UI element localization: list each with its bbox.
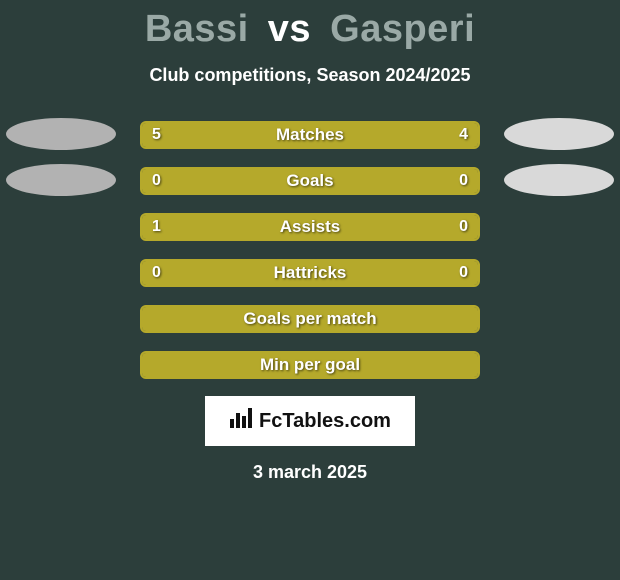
stat-bar: Goals per match — [140, 305, 480, 333]
stats-list: 54Matches 00Goals 10Assists 00Hattricks Goal… — [0, 114, 620, 390]
bar-fill-left — [142, 123, 330, 147]
bar-fill-left — [142, 169, 310, 193]
vs-text: vs — [268, 8, 311, 50]
bar-fill-right — [310, 261, 478, 285]
player1-name: Bassi — [145, 8, 249, 50]
stat-row: 54Matches — [0, 114, 620, 160]
stat-bar: 54Matches — [140, 121, 480, 149]
stat-row: 00Goals — [0, 160, 620, 206]
stat-bar: 10Assists — [140, 213, 480, 241]
watermark-text: FcTables.com — [259, 410, 391, 433]
date-text: 3 march 2025 — [0, 462, 620, 483]
bar-fill-left — [142, 307, 478, 331]
bar-fill-right — [310, 169, 478, 193]
bar-fill-right — [404, 215, 478, 239]
bar-fill-left — [142, 261, 310, 285]
bar-fill-right — [330, 123, 478, 147]
stat-bar: 00Hattricks — [140, 259, 480, 287]
page-title: Bassi vs Gasperi — [0, 8, 620, 51]
player1-marker — [6, 164, 116, 196]
comparison-card: Bassi vs Gasperi Club competitions, Seas… — [0, 0, 620, 483]
stat-row: 10Assists — [0, 206, 620, 252]
watermark: FcTables.com — [205, 396, 415, 446]
player1-marker — [6, 118, 116, 150]
player2-marker — [504, 164, 614, 196]
stat-bar: 00Goals — [140, 167, 480, 195]
stat-row: Goals per match — [0, 298, 620, 344]
player2-name: Gasperi — [330, 8, 475, 50]
player2-marker — [504, 118, 614, 150]
stat-row: Min per goal — [0, 344, 620, 390]
stat-bar: Min per goal — [140, 351, 480, 379]
bar-fill-left — [142, 353, 478, 377]
bar-chart-icon — [229, 407, 253, 435]
bar-fill-left — [142, 215, 404, 239]
subtitle: Club competitions, Season 2024/2025 — [0, 65, 620, 86]
stat-row: 00Hattricks — [0, 252, 620, 298]
